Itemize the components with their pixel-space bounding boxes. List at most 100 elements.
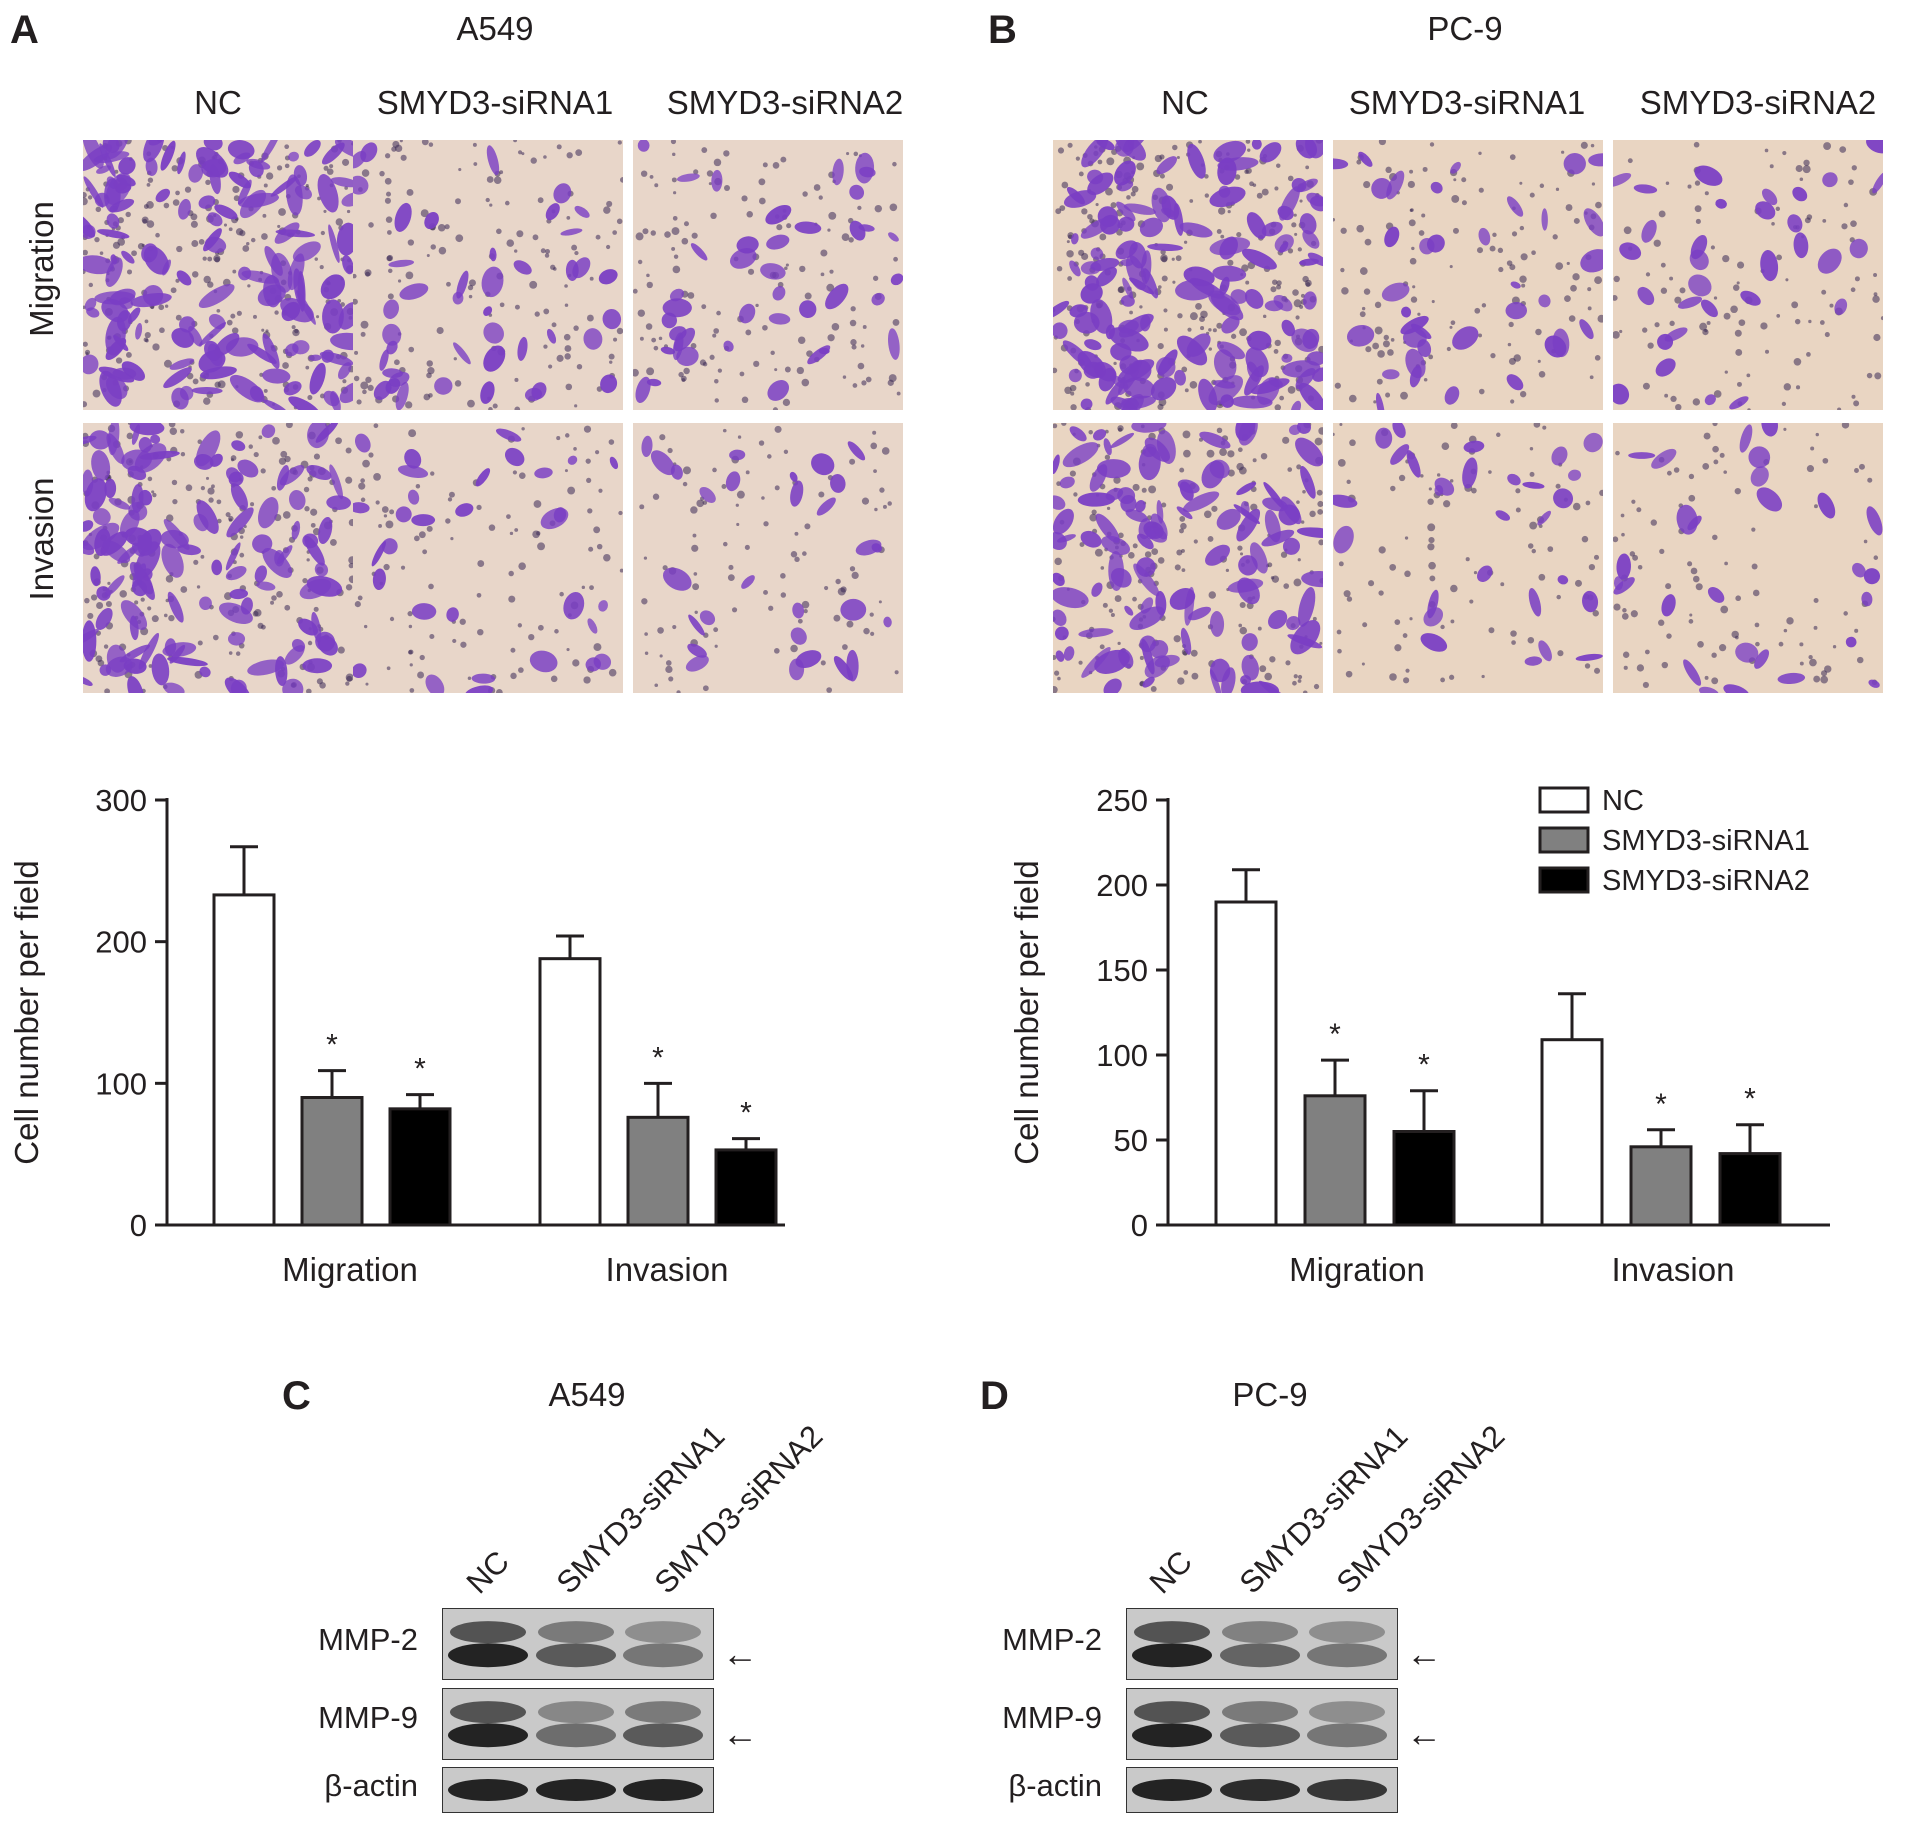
blot-band <box>538 1621 614 1644</box>
blot-beta-actin <box>442 1767 714 1813</box>
blot-band <box>1220 1723 1300 1748</box>
blot-band <box>1132 1643 1212 1668</box>
x-category-label: Migration <box>282 1251 418 1288</box>
bar-chart-a: 0 100 200 300 Cell number per field * * Migrati… <box>8 783 785 1288</box>
y-tick-label: 0 <box>1131 1208 1148 1243</box>
panel-label-c: C <box>282 1374 311 1418</box>
bar-chart-b: 0 50 100 150 200 250 Cell number per field * * Mi… <box>1008 783 1830 1288</box>
col-header-nc: NC <box>1161 84 1209 121</box>
lane-label-sirna2: SMYD3-siRNA2 <box>647 1418 830 1601</box>
blot-band <box>1307 1779 1387 1801</box>
blot-band <box>1132 1723 1212 1748</box>
blot-row-label-mmp2: MMP-2 <box>318 1622 418 1657</box>
blot-band <box>625 1701 701 1724</box>
lane-label-nc: NC <box>459 1543 516 1601</box>
micrograph-invasion-sirna1 <box>353 423 623 693</box>
significance-marker: * <box>1655 1088 1667 1121</box>
blot-band <box>1222 1701 1298 1724</box>
blot-band <box>1132 1779 1212 1801</box>
x-category-label: Invasion <box>1612 1251 1735 1288</box>
bar-migration-nc <box>212 893 276 1227</box>
blot-mmp9 <box>1126 1688 1398 1760</box>
blot-band <box>450 1701 526 1724</box>
blot-band <box>536 1643 616 1668</box>
y-tick-label: 100 <box>1096 1038 1148 1073</box>
blot-band <box>623 1643 703 1668</box>
blot-band <box>448 1643 528 1668</box>
significance-marker: * <box>326 1029 338 1062</box>
y-tick-label: 0 <box>130 1208 147 1243</box>
micrograph-migration-sirna1 <box>353 140 623 410</box>
bar-migration-nc <box>1214 900 1278 1227</box>
blot-band <box>1220 1779 1300 1801</box>
x-category-label: Migration <box>1289 1251 1425 1288</box>
bar-invasion-nc <box>1540 1038 1604 1227</box>
blot-band <box>450 1621 526 1644</box>
lane-label-sirna1: SMYD3-siRNA1 <box>1232 1418 1415 1601</box>
col-header-sirna2: SMYD3-siRNA2 <box>1639 84 1877 121</box>
row-label-invasion: Invasion <box>23 477 60 601</box>
band-arrow-icon: ← <box>722 1632 758 1674</box>
blot-beta-actin <box>1126 1767 1398 1813</box>
blot-row-label-mmp9: MMP-9 <box>1002 1700 1102 1735</box>
blot-mmp2 <box>442 1608 714 1680</box>
blot-band <box>623 1779 703 1801</box>
y-tick-label: 150 <box>1096 953 1148 988</box>
legend-swatch <box>1538 826 1590 854</box>
y-tick-label: 250 <box>1096 783 1148 818</box>
lane-label-sirna2: SMYD3-siRNA2 <box>1329 1418 1512 1601</box>
blot-band <box>536 1723 616 1748</box>
micrograph-invasion-sirna1 <box>1333 423 1603 693</box>
significance-marker: * <box>740 1097 752 1130</box>
bar-invasion-sirna1 <box>1629 1145 1693 1227</box>
significance-marker: * <box>1418 1049 1430 1082</box>
blot-band <box>1134 1621 1210 1644</box>
blot-band <box>623 1723 703 1748</box>
significance-marker: * <box>1329 1018 1341 1051</box>
y-tick-label: 200 <box>95 925 147 960</box>
blot-band <box>1309 1621 1385 1644</box>
panel-a-title: A549 <box>456 10 534 47</box>
bar-invasion-nc <box>538 957 602 1227</box>
y-tick-label: 100 <box>95 1066 147 1101</box>
blot-band <box>536 1779 616 1801</box>
significance-marker: * <box>1744 1083 1756 1116</box>
panel-label-a: A <box>10 8 39 52</box>
micrograph-invasion-nc <box>83 423 353 693</box>
band-arrow-icon: ← <box>1406 1712 1442 1754</box>
micrograph-migration-nc <box>1053 140 1323 410</box>
legend-label: SMYD3-siRNA2 <box>1602 865 1810 897</box>
blot-mmp9 <box>442 1688 714 1760</box>
bar-migration-sirna1 <box>300 1096 364 1227</box>
significance-marker: * <box>414 1053 426 1086</box>
blot-band <box>1307 1723 1387 1748</box>
blot-band <box>1134 1701 1210 1724</box>
y-axis-label: Cell number per field <box>8 860 45 1164</box>
blot-band <box>625 1621 701 1644</box>
col-header-sirna2: SMYD3-siRNA2 <box>666 84 904 121</box>
legend-swatch <box>1538 786 1590 814</box>
lane-label-nc: NC <box>1142 1543 1199 1601</box>
bar-migration-sirna2 <box>1392 1130 1456 1227</box>
blot-row-label-beta-actin: β-actin <box>1008 1768 1102 1803</box>
blot-mmp2 <box>1126 1608 1398 1680</box>
legend-label: NC <box>1602 785 1644 817</box>
panel-c-title: A549 <box>548 1376 626 1413</box>
blot-row-label-mmp2: MMP-2 <box>1002 1622 1102 1657</box>
y-tick-label: 200 <box>1096 868 1148 903</box>
panel-d-title: PC-9 <box>1232 1376 1308 1413</box>
y-tick-label: 50 <box>1114 1123 1148 1158</box>
panel-label-d: D <box>980 1374 1009 1418</box>
significance-marker: * <box>652 1041 664 1074</box>
panel-label-b: B <box>988 8 1017 52</box>
micrograph-invasion-sirna2 <box>1613 423 1883 693</box>
micrograph-migration-nc <box>83 140 353 410</box>
x-category-label: Invasion <box>606 1251 729 1288</box>
micrograph-migration-sirna2 <box>1613 140 1883 410</box>
bar-invasion-sirna1 <box>626 1115 690 1227</box>
blot-band <box>538 1701 614 1724</box>
bar-invasion-sirna2 <box>714 1148 778 1227</box>
micrograph-invasion-nc <box>1053 423 1323 693</box>
y-tick-label: 300 <box>95 783 147 818</box>
legend-label: SMYD3-siRNA1 <box>1602 825 1810 857</box>
